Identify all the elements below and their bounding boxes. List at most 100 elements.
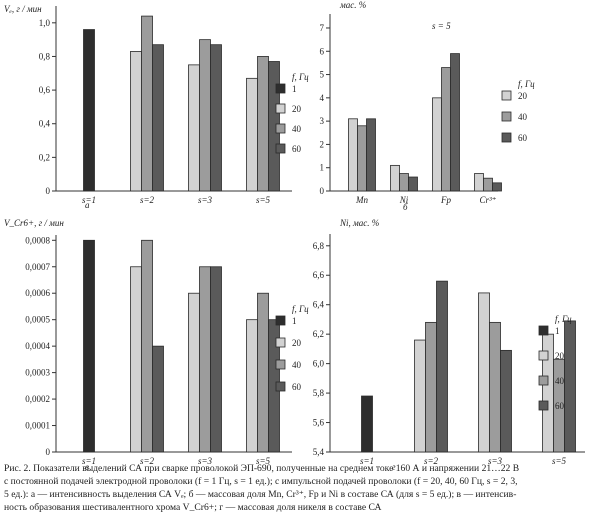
y-tick-label: 6,6 xyxy=(313,270,325,280)
bar-s5-f20 xyxy=(246,77,258,192)
y-tick-label: 0,0007 xyxy=(25,262,50,272)
x-tick-label: s=1 xyxy=(360,456,374,466)
bar-s5-f60 xyxy=(564,320,576,453)
legend-swatch-60 xyxy=(538,400,549,411)
y-tick-label: 6,0 xyxy=(313,359,325,369)
bar-Mn-f40 xyxy=(357,125,367,192)
y-tick-label: 5,4 xyxy=(313,447,325,457)
legend-label: 1 xyxy=(292,84,297,94)
y-tick-label: 0,4 xyxy=(39,119,51,129)
bar-Cr-f20 xyxy=(474,173,484,192)
x-tick-label: s=1 xyxy=(82,195,96,205)
chart-panel-a: 0 0,2 0,4 0,6 0,8 1,0 Vₑ, г / мин s=1 s=2 s=3 s=5 а… xyxy=(4,4,309,210)
bar-Mn-f20 xyxy=(348,118,358,192)
panel-label: б xyxy=(403,202,408,212)
legend-label: 40 xyxy=(555,376,565,386)
bar-s1-f1 xyxy=(83,239,95,453)
figure-caption: Рис. 2. Показатели выделений СА при свар… xyxy=(4,462,596,514)
legend-label: 60 xyxy=(518,133,528,143)
bar-s3-f60 xyxy=(210,266,222,453)
y-tick-label: 6 xyxy=(320,46,325,56)
y-tick-label: 0 xyxy=(46,447,51,457)
legend-label: 40 xyxy=(292,124,302,134)
bar-s5-f40 xyxy=(257,292,269,453)
bar-Cr-f40 xyxy=(483,177,493,192)
x-tick-label: Fp xyxy=(440,195,451,205)
y-tick-label: 7 xyxy=(320,23,325,33)
x-tick-label: Ni xyxy=(399,195,409,205)
y-tick-label: 6,2 xyxy=(313,329,324,339)
y-tick-label: 0,0004 xyxy=(25,341,50,351)
legend-swatch-20 xyxy=(538,350,549,361)
y-tick-label: 6,8 xyxy=(313,241,325,251)
chart-panel-c: 0 0,0001 0,0002 0,0003 0,0004 0,0005 0,0006 0,0… xyxy=(4,218,309,472)
y-axis-label: Ni, мас. % xyxy=(339,218,379,228)
y-tick-label: 0,0008 xyxy=(25,235,50,245)
legend-label: 60 xyxy=(555,401,565,411)
bar-Ni-f40 xyxy=(399,173,409,192)
y-tick-label: 4 xyxy=(320,93,325,103)
y-tick-label: 0,6 xyxy=(39,85,51,95)
legend-swatch-60 xyxy=(275,381,286,392)
bar-s3-f60 xyxy=(500,349,512,453)
bar-Cr-f60 xyxy=(492,182,502,192)
x-tick-label: s=3 xyxy=(198,195,213,205)
caption-line: Рис. 2. Показатели выделений СА при свар… xyxy=(4,463,520,474)
bar-s3-f60 xyxy=(210,44,222,192)
y-tick-label: 0,0001 xyxy=(25,421,50,431)
legend-swatch-40 xyxy=(538,375,549,386)
y-tick-label: 6,4 xyxy=(313,300,325,310)
legend-title: f, Гц xyxy=(518,79,535,89)
x-tick-label: Mn xyxy=(355,195,368,205)
legend-swatch-1 xyxy=(538,325,549,336)
bar-s2-f40 xyxy=(425,321,437,453)
bar-s2-f60 xyxy=(152,44,164,192)
legend-label: 40 xyxy=(292,360,302,370)
legend-title: f, Гц xyxy=(555,314,572,324)
bar-s3-f20 xyxy=(478,292,490,453)
y-tick-label: 5,8 xyxy=(313,388,325,398)
y-tick-label: 1 xyxy=(320,163,325,173)
chart-panel-b: 0 1 2 3 4 5 6 7 мас. % s = 5 Mn Ni Fp Cr³⁺ б f, Гц 20 40 6… xyxy=(320,0,536,212)
x-tick-label: s=5 xyxy=(256,456,271,466)
bar-s1-f1 xyxy=(361,395,373,453)
bar-Fp-f40 xyxy=(441,67,451,192)
bar-s3-f40 xyxy=(489,321,501,453)
caption-line: ность образования шестивалентного хрома … xyxy=(4,502,382,513)
x-tick-label: s=5 xyxy=(256,195,271,205)
legend-swatch-40 xyxy=(501,111,512,122)
y-tick-label: 0,2 xyxy=(39,152,50,162)
x-tick-label: s=2 xyxy=(424,456,439,466)
legend-label: 1 xyxy=(555,326,560,336)
legend-swatch-20 xyxy=(501,90,512,101)
bar-s5-f20 xyxy=(246,319,258,453)
legend-label: 60 xyxy=(292,382,302,392)
legend-swatch-1 xyxy=(275,83,286,94)
y-tick-label: 5,6 xyxy=(313,418,325,428)
legend-label: 40 xyxy=(518,112,528,122)
y-tick-label: 0,0002 xyxy=(25,394,50,404)
legend-swatch-40 xyxy=(275,359,286,370)
x-tick-label: s=5 xyxy=(552,456,567,466)
x-tick-label: Cr³⁺ xyxy=(480,195,497,205)
y-tick-label: 5 xyxy=(320,70,325,80)
chart-annotation: s = 5 xyxy=(432,21,451,31)
bar-s3-f20 xyxy=(188,64,200,192)
legend-label: 20 xyxy=(292,104,302,114)
x-tick-label: s=3 xyxy=(488,456,503,466)
x-tick-label: s=2 xyxy=(140,195,155,205)
panel-label: а xyxy=(85,200,90,210)
bar-s2-f20 xyxy=(130,266,142,453)
y-axis-label: мас. % xyxy=(339,0,366,10)
legend-swatch-1 xyxy=(275,315,286,326)
legend-swatch-60 xyxy=(501,132,512,143)
bar-Fp-f20 xyxy=(432,97,442,192)
chart-panel-d: 5,4 5,6 5,8 6,0 6,2 6,4 6,6 6,8 Ni, мас. % s=1 s=2… xyxy=(313,218,585,472)
x-tick-label: s=3 xyxy=(198,456,213,466)
y-tick-label: 0,0006 xyxy=(25,288,50,298)
bar-s3-f40 xyxy=(199,39,211,192)
y-axis-label: V_Cr6+, г / мин xyxy=(4,218,64,228)
legend-swatch-20 xyxy=(275,103,286,114)
bar-s3-f20 xyxy=(188,292,200,453)
